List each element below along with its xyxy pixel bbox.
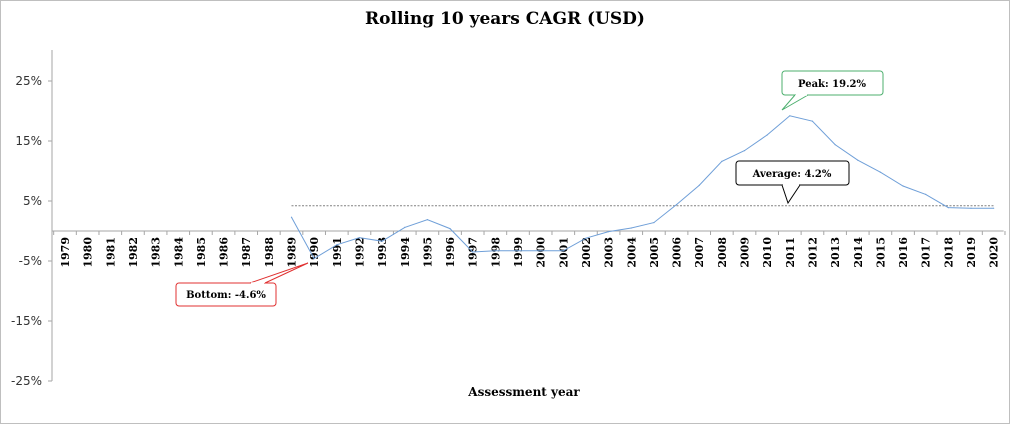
y-tick-label: -25% <box>11 374 42 388</box>
data-point <box>675 204 678 206</box>
data-point <box>381 240 383 242</box>
x-tick-label: 2002 <box>580 237 593 268</box>
x-tick-labels: 1979 1980 1981 1982 1983 1984 1985 1986 1987 1988… <box>59 237 1001 268</box>
data-point <box>698 184 700 186</box>
x-tick-label: 2005 <box>648 237 661 268</box>
callout-pointer <box>781 94 809 111</box>
x-tick-label: 2020 <box>988 237 1001 268</box>
data-point <box>585 237 587 239</box>
callout-label: Average: 4.2% <box>752 169 832 180</box>
callouts: Peak: 19.2% Average: 4.2% Bottom: -4.6% <box>175 70 884 307</box>
data-point <box>811 120 814 122</box>
x-tick-label: 2007 <box>693 237 706 268</box>
x-tick-label: 1999 <box>512 237 525 268</box>
data-point <box>902 185 904 187</box>
x-tick-label: 1994 <box>399 237 412 268</box>
x-axis-label: Assessment year <box>468 385 580 399</box>
x-tick-label: 1983 <box>150 237 163 268</box>
x-tick-label: 2003 <box>603 237 616 268</box>
data-point <box>336 244 338 246</box>
callout-box <box>781 70 884 96</box>
x-tick-label: 1995 <box>421 237 434 268</box>
axes <box>48 50 1006 382</box>
x-tick-label: 2000 <box>535 237 548 268</box>
callout-average: Average: 4.2% <box>735 160 850 205</box>
data-point <box>721 160 723 162</box>
x-tick-label: 1982 <box>127 237 140 268</box>
x-tick-label: 1981 <box>104 237 117 268</box>
data-point <box>653 222 655 224</box>
x-tick-label: 2018 <box>942 237 955 268</box>
x-tick-label: 2010 <box>761 237 774 268</box>
data-point <box>494 250 496 252</box>
data-point <box>540 250 542 252</box>
data-point <box>630 227 632 229</box>
data-point <box>789 115 791 117</box>
x-tick-label: 1992 <box>353 237 366 268</box>
x-tick-label: 1996 <box>444 237 457 268</box>
data-point <box>879 171 882 173</box>
callout-label: Peak: 19.2% <box>798 79 867 90</box>
x-tick-label: 2014 <box>852 237 865 268</box>
x-tick-label: 1998 <box>489 237 502 268</box>
callout-peak: Peak: 19.2% <box>781 70 884 111</box>
x-tick-label: 1990 <box>308 237 321 268</box>
callout-box <box>175 282 277 307</box>
chart-title: Rolling 10 years CAGR (USD) <box>365 9 645 29</box>
series-line <box>291 115 994 260</box>
y-tick-label: 25% <box>15 74 42 88</box>
callout-label: Bottom: -4.6% <box>186 290 266 301</box>
data-point <box>834 144 836 146</box>
data-point <box>970 207 972 209</box>
x-tick-label: 2008 <box>716 237 729 268</box>
x-tick-label: 2017 <box>920 237 933 268</box>
data-point <box>608 231 610 233</box>
x-tick-label: 1989 <box>286 237 299 268</box>
callout-bottom: Bottom: -4.6% <box>175 262 309 307</box>
x-tick-label: 1988 <box>263 237 276 268</box>
y-tick-label: -5% <box>19 254 42 268</box>
x-tick-label: 1980 <box>82 237 95 268</box>
x-tick-label: 2006 <box>671 237 684 268</box>
data-point <box>313 258 315 260</box>
x-tick-label: 2009 <box>739 237 752 268</box>
data-point <box>562 250 564 252</box>
data-point <box>449 228 451 230</box>
x-tick-label: 1986 <box>218 237 231 268</box>
callout-pointer <box>249 262 309 284</box>
data-point <box>925 193 927 195</box>
x-tick-label: 1979 <box>59 237 72 268</box>
x-tick-label: 2012 <box>806 237 819 268</box>
data-point <box>993 207 995 209</box>
data-point <box>290 216 293 218</box>
data-point <box>472 251 474 253</box>
x-tick-label: 1987 <box>240 237 253 268</box>
x-tick-label: 1984 <box>172 237 185 268</box>
x-tick-label: 1993 <box>376 237 389 268</box>
x-tick-label: 2004 <box>625 237 638 268</box>
data-point <box>743 150 746 152</box>
x-tick-label: 2015 <box>874 237 887 268</box>
x-tick-label: 1991 <box>331 237 344 268</box>
data-point <box>766 134 768 136</box>
data-point <box>404 226 406 228</box>
x-tick-label: 2011 <box>784 237 797 268</box>
x-tick-label: 2016 <box>897 237 910 268</box>
data-point <box>517 250 519 252</box>
series-group <box>290 115 995 260</box>
data-point <box>947 207 949 209</box>
y-tick-label: 5% <box>23 194 42 208</box>
x-tick-label: 1985 <box>195 237 208 268</box>
data-point <box>358 237 361 239</box>
y-tick-label: -15% <box>11 314 42 328</box>
data-point <box>857 159 859 161</box>
x-tick-label: 2019 <box>965 237 978 268</box>
data-point <box>426 219 428 221</box>
y-tick-labels: 25% 15% 5% -5% -15% -25% <box>11 74 42 388</box>
x-tick-label: 2013 <box>829 237 842 268</box>
y-tick-label: 15% <box>15 134 42 148</box>
callout-pointer <box>781 184 801 205</box>
x-tick-label: 2001 <box>557 237 570 268</box>
